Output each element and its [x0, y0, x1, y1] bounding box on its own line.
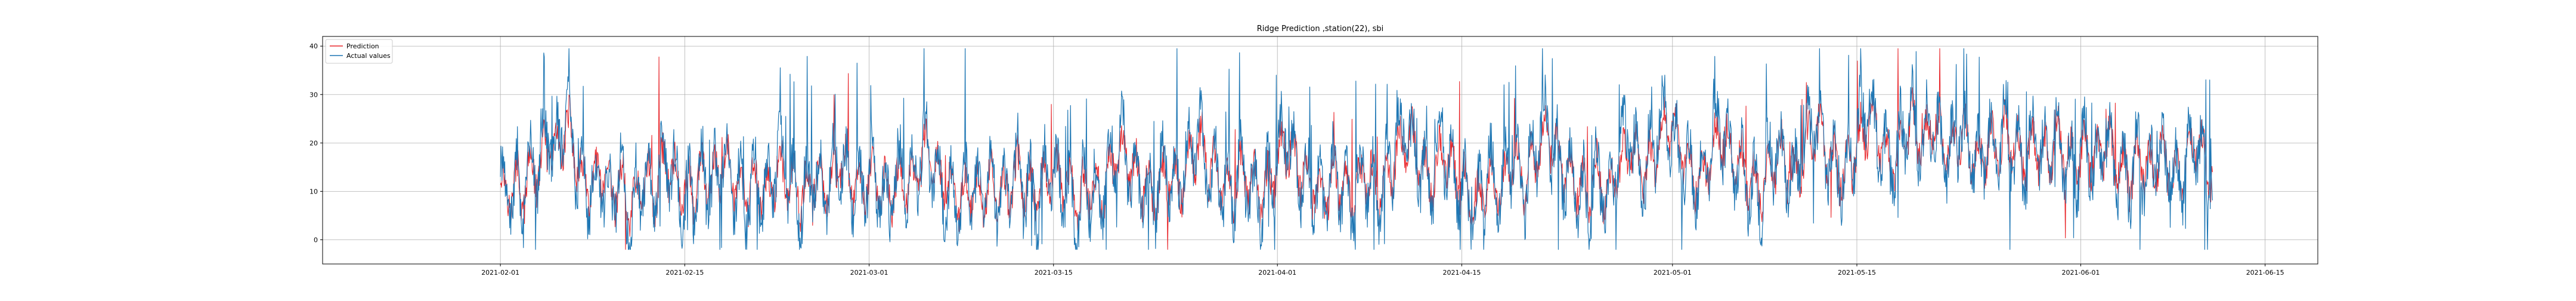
x-tick-label: 2021-05-15	[1838, 269, 1876, 277]
series-line-actual-values	[500, 48, 2213, 250]
x-tick-label: 2021-04-01	[1258, 269, 1296, 277]
legend: Prediction Actual values	[325, 39, 393, 64]
plot-frame	[322, 36, 2318, 265]
x-tick-label: 2021-03-15	[1035, 269, 1073, 277]
x-tick-label: 2021-05-01	[1654, 269, 1692, 277]
x-tick-label: 2021-06-01	[2061, 269, 2100, 277]
x-tick-label: 2021-02-15	[665, 269, 704, 277]
y-tick-label: 20	[309, 139, 318, 147]
x-tick-label: 2021-02-01	[481, 269, 519, 277]
series-line-prediction	[500, 48, 2213, 250]
x-tick-label: 2021-03-01	[850, 269, 888, 277]
y-tick-label: 0	[314, 236, 318, 244]
legend-box	[325, 39, 393, 64]
y-tick-label: 10	[309, 188, 318, 195]
legend-label: Prediction	[346, 42, 379, 50]
x-tick-label: 2021-06-15	[2246, 269, 2284, 277]
y-tick-label: 40	[309, 42, 318, 50]
series-layer	[500, 48, 2213, 250]
y-tick-label: 30	[309, 91, 318, 99]
x-tick-label: 2021-04-15	[1442, 269, 1481, 277]
legend-label: Actual values	[346, 52, 391, 60]
y-axis-ticks: 0 10 20 30 40	[309, 42, 323, 244]
x-axis-ticks: 2021-02-01 2021-02-15 2021-03-01 2021-03-15…	[481, 264, 2284, 277]
chart-title: Ridge Prediction ,station(22), sbi	[1257, 24, 1383, 33]
